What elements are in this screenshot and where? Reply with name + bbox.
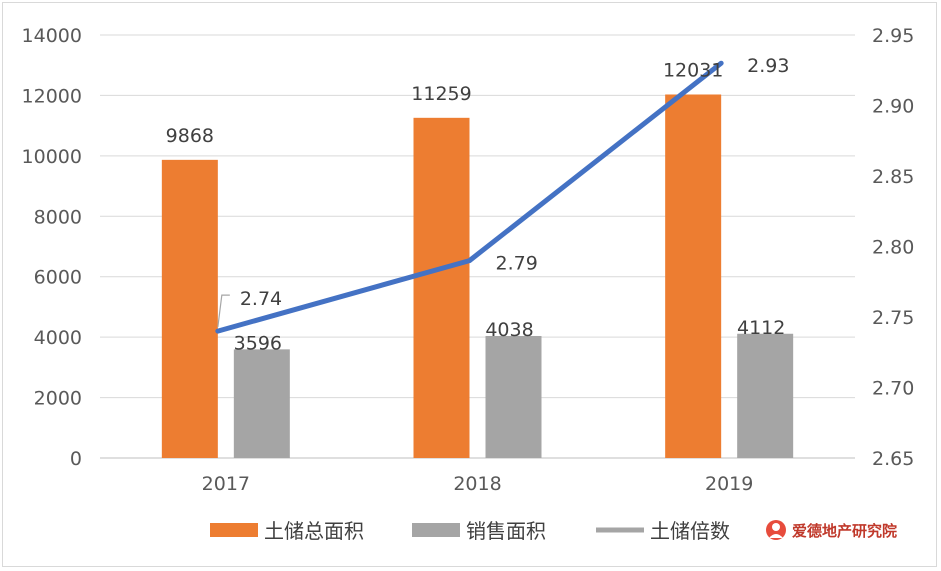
legend-swatch: [210, 523, 258, 537]
data-labels: 9868 11259 12031 3596 4038 4112 2.74 2.79 2.93: [166, 55, 790, 354]
right-y-tick-label: 2.90: [872, 96, 914, 118]
right-y-tick-label: 2.95: [872, 25, 914, 47]
right-y-tick-label: 2.65: [872, 448, 914, 470]
right-y-tick-label: 2.80: [872, 237, 914, 259]
data-label: 11259: [411, 83, 471, 105]
bar-sales-area: [737, 333, 794, 458]
legend: 土储总面积 销售面积 土储倍数: [210, 519, 730, 543]
data-label: 3596: [234, 332, 282, 354]
legend-swatch: [412, 523, 460, 537]
left-y-tick-label: 2000: [34, 388, 82, 410]
left-y-tick-label: 0: [70, 448, 82, 470]
legend-label: 土储总面积: [264, 519, 364, 543]
data-label: 4112: [737, 317, 785, 339]
legend-label: 销售面积: [466, 519, 546, 543]
bars: [161, 94, 794, 459]
label-leader-line: [217, 294, 230, 328]
left-y-tick-label: 12000: [22, 85, 82, 107]
data-label: 2.74: [240, 288, 282, 310]
left-y-tick-label: 10000: [22, 146, 82, 168]
left-y-axis: 0 2000 4000 6000 8000 10000 12000 14000: [22, 25, 82, 470]
bar-sales-area: [485, 335, 542, 458]
x-tick-label: 2019: [705, 473, 753, 495]
bar-land-reserve: [413, 117, 470, 459]
data-label: 2.93: [747, 55, 789, 77]
multiplier-line: [215, 60, 724, 334]
left-y-tick-label: 6000: [34, 267, 82, 289]
bar-land-reserve: [665, 94, 722, 458]
left-y-tick-label: 4000: [34, 327, 82, 349]
data-label: 4038: [485, 319, 533, 341]
gridlines: [100, 34, 855, 459]
x-tick-label: 2018: [453, 473, 501, 495]
bar-sales-area: [233, 349, 290, 458]
legend-label: 土储倍数: [650, 519, 730, 543]
data-label: 9868: [166, 125, 214, 147]
brand-logo-icon: [766, 520, 786, 540]
bar-land-reserve: [161, 159, 218, 458]
x-axis: 2017 2018 2019: [202, 473, 754, 495]
x-tick-label: 2017: [202, 473, 250, 495]
right-y-tick-label: 2.75: [872, 307, 914, 329]
watermark: 爱德地产研究院: [766, 520, 897, 540]
watermark-text: 爱德地产研究院: [792, 522, 897, 540]
data-label: 12031: [663, 59, 723, 81]
data-label: 2.79: [496, 253, 538, 275]
right-y-axis: 2.65 2.70 2.75 2.80 2.85 2.90 2.95: [872, 25, 914, 470]
left-y-tick-label: 8000: [34, 206, 82, 228]
left-y-tick-label: 14000: [22, 25, 82, 47]
right-y-tick-label: 2.70: [872, 378, 914, 400]
right-y-tick-label: 2.85: [872, 166, 914, 188]
line-series-land-multiplier: [215, 60, 724, 334]
